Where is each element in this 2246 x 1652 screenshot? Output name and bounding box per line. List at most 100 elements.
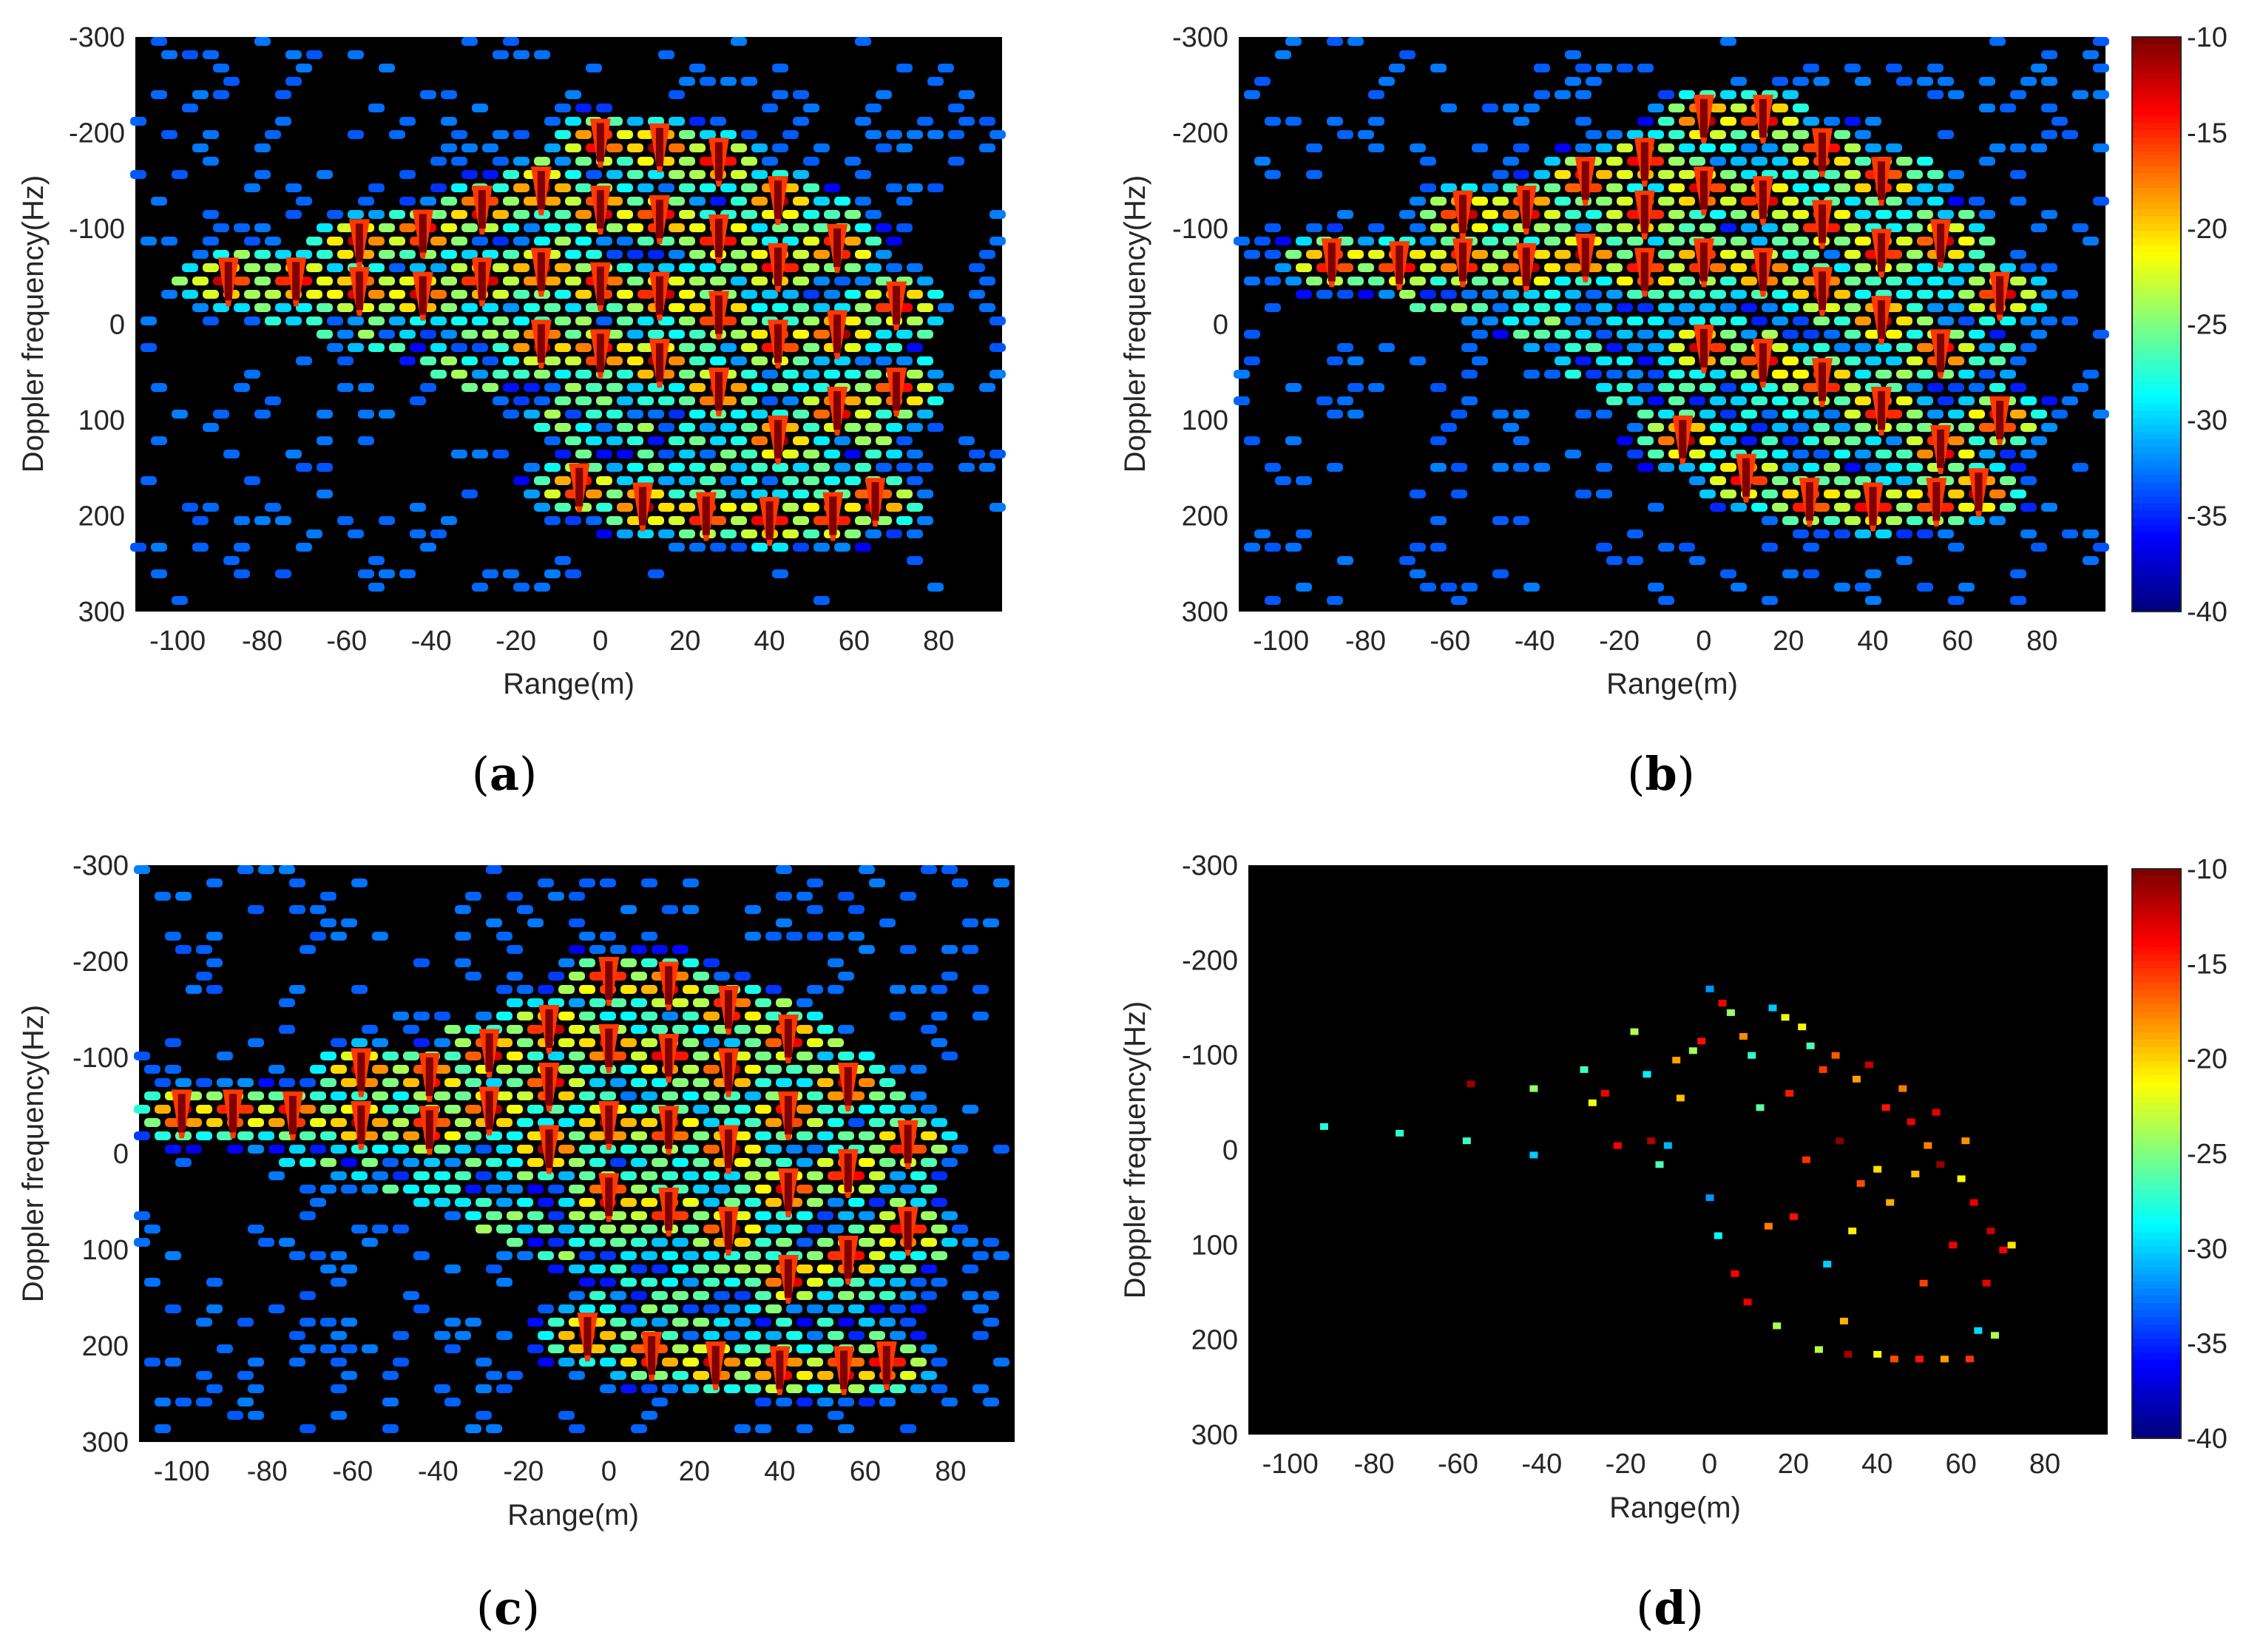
heatmap-cell: [548, 1185, 564, 1194]
heatmap-cell: [731, 490, 747, 498]
heatmap-cell: [631, 1238, 647, 1247]
colorbar-tick-label: -25: [2187, 310, 2228, 341]
heatmap-cell: [493, 157, 509, 166]
heatmap-cell: [755, 1158, 771, 1167]
heatmap-cell: [1606, 343, 1623, 352]
heatmap-cell: [1596, 64, 1612, 72]
colorbar-segment: [2132, 424, 2181, 433]
heatmap-cell: [693, 1025, 709, 1034]
heatmap-cell: [637, 370, 654, 379]
heatmap-cell: [896, 330, 913, 339]
heatmap-cell: [941, 1238, 958, 1247]
colorbar-segment: [2132, 1089, 2181, 1097]
heatmap-cell: [793, 436, 809, 445]
heatmap-cell: [1347, 356, 1364, 365]
heatmap-cell: [734, 1371, 751, 1380]
heatmap-cell: [724, 1384, 740, 1393]
scatter-point: [1529, 1085, 1538, 1092]
heatmap-cell: [486, 918, 502, 927]
heatmap-cell: [1948, 356, 1964, 365]
heatmap-cell: [493, 450, 509, 458]
heatmap-cell: [700, 396, 716, 405]
heatmap-cell: [265, 263, 281, 272]
scatter-point: [1839, 1318, 1848, 1324]
heatmap-cell: [1751, 476, 1768, 485]
scatter-point: [1936, 1161, 1945, 1168]
heatmap-cell: [921, 1158, 937, 1167]
heatmap-cell: [300, 1158, 316, 1167]
heatmap-cell: [1606, 237, 1623, 246]
heatmap-cell: [617, 343, 633, 352]
heatmap-cell: [1886, 330, 1902, 339]
heatmap-cell: [896, 410, 913, 419]
heatmap-cell: [569, 1131, 585, 1140]
heatmap-cell: [1658, 223, 1674, 232]
heatmap-cell: [496, 1118, 513, 1127]
heatmap-cell: [1254, 237, 1271, 246]
heatmap-cell: [544, 569, 561, 578]
y-tick-label: -200: [72, 947, 129, 978]
scatterer-core: [1759, 252, 1767, 291]
heatmap-cell: [700, 183, 716, 192]
heatmap-cell: [203, 263, 219, 272]
heatmap-cell: [134, 1211, 150, 1220]
heatmap-cell: [855, 303, 871, 312]
heatmap-cell: [285, 450, 302, 458]
colorbar-tick-label: -30: [2187, 405, 2228, 436]
heatmap-cell: [1482, 237, 1498, 246]
heatmap-cell: [1958, 370, 1975, 379]
colorbar-segment: [2132, 72, 2181, 81]
heatmap-cell: [782, 370, 799, 379]
heatmap-cell: [517, 1091, 533, 1100]
y-tick-label: -300: [69, 22, 125, 53]
heatmap-cell: [1948, 543, 1964, 552]
scatter-point: [1743, 1299, 1752, 1306]
y-tick-label: -200: [1172, 118, 1228, 149]
heatmap-cell: [637, 183, 654, 192]
heatmap-cell: [724, 1198, 740, 1207]
heatmap-cell: [620, 1198, 637, 1207]
scatterer-core: [357, 1052, 365, 1091]
heatmap-cell: [1844, 250, 1861, 259]
heatmap-cell: [1886, 170, 1902, 179]
x-tick-labels: -100 -80 -60 -40 -20 0 20 40 60 80: [154, 1456, 967, 1487]
heatmap-cell: [1793, 396, 1809, 405]
heatmap-cell: [175, 1398, 192, 1406]
scatter-point: [1974, 1327, 1983, 1334]
heatmap-cell: [1658, 596, 1674, 605]
heatmap-cell: [765, 1038, 782, 1047]
scatter-point: [1852, 1075, 1861, 1083]
heatmap-cell: [1958, 210, 1975, 219]
heatmap-cell: [517, 1038, 533, 1047]
heatmap-cell: [745, 1145, 761, 1154]
heatmap-cell: [1793, 210, 1809, 219]
heatmap-cell: [993, 879, 1009, 887]
colorbar-segment: [2132, 518, 2181, 527]
heatmap-cell: [824, 370, 840, 379]
heatmap-cell: [796, 998, 813, 1007]
heatmap-cell: [1285, 250, 1302, 259]
heatmap-cell: [496, 932, 513, 941]
heatmap-cell: [165, 1145, 181, 1154]
heatmap-cell: [907, 450, 923, 458]
heatmap-cell: [969, 450, 985, 458]
heatmap-cell: [455, 1091, 471, 1100]
heatmap-cell: [793, 463, 809, 472]
heatmap-cell: [1710, 157, 1726, 166]
heatmap-cell: [1658, 410, 1674, 419]
x-tick-label: 40: [754, 626, 785, 657]
scatterer-core: [655, 200, 663, 239]
heatmap-cell: [652, 1078, 668, 1087]
scatter-point: [1864, 1061, 1873, 1069]
heatmap-cell: [1720, 410, 1736, 419]
colorbar-tick-label: -35: [2187, 501, 2228, 532]
scatterer-core: [833, 314, 842, 353]
heatmap-cell: [610, 1344, 626, 1353]
heatmap-cell: [741, 476, 757, 485]
heatmap-cell: [420, 197, 436, 206]
heatmap-cell: [2010, 569, 2026, 578]
heatmap-cell: [631, 1424, 647, 1433]
heatmap-cell: [917, 490, 933, 498]
scatter-point: [1881, 1104, 1890, 1111]
heatmap-cell: [555, 210, 571, 219]
